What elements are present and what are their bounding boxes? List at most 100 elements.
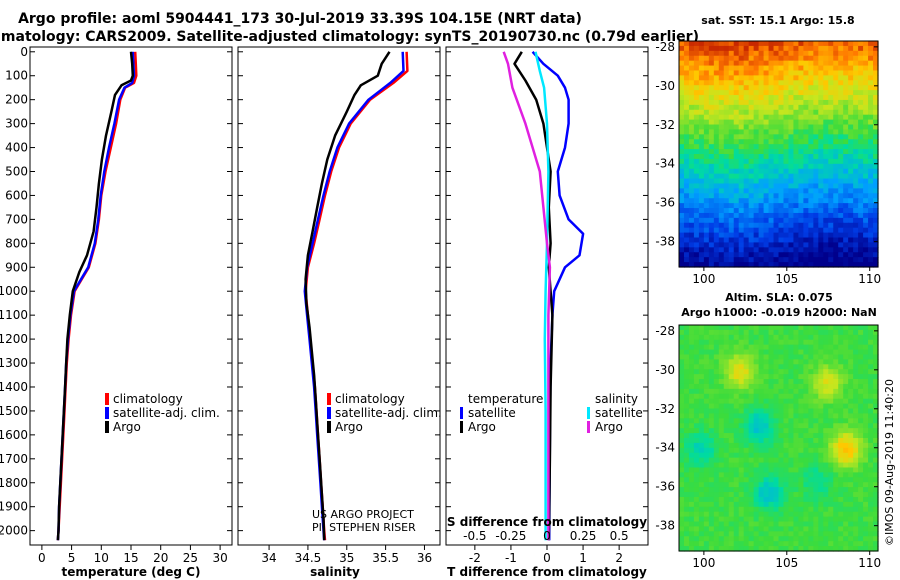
heatmap-cell: [723, 492, 730, 498]
heatmap-cell: [703, 55, 710, 62]
heatmap-cell: [679, 85, 685, 91]
heatmap-cell: [763, 482, 770, 488]
heatmap-cell: [693, 85, 700, 91]
heatmap-cell: [703, 198, 710, 204]
map-x-tick-label: 110: [858, 272, 881, 286]
heatmap-cell: [688, 393, 695, 400]
heatmap-cell: [848, 526, 854, 532]
heatmap-cell: [698, 325, 705, 331]
heatmap-cell: [808, 511, 814, 518]
heatmap-cell: [679, 442, 685, 449]
heatmap-cell: [738, 212, 745, 219]
heatmap-cell: [773, 388, 780, 395]
heatmap-cell: [713, 50, 720, 57]
heatmap-cell: [868, 364, 874, 370]
heatmap-cell: [873, 158, 879, 165]
heatmap-cell: [733, 134, 740, 140]
sst-map-axes: 100 105 110-28-30-32-34-36-38: [655, 40, 881, 286]
heatmap-cell: [773, 70, 780, 76]
heatmap-cell: [858, 428, 864, 434]
heatmap-cell: [698, 369, 705, 375]
heatmap-cell: [758, 477, 765, 483]
heatmap-cell: [803, 262, 809, 268]
heatmap-cell: [843, 252, 849, 258]
heatmap-cell: [723, 45, 730, 52]
heatmap-cell: [723, 442, 730, 449]
heatmap-cell: [798, 70, 804, 76]
heatmap-cell: [793, 334, 799, 341]
heatmap-cell: [768, 60, 775, 67]
heatmap-cell: [833, 398, 839, 405]
heatmap-cell: [743, 90, 750, 96]
heatmap-cell: [783, 344, 790, 351]
heatmap-cell: [828, 70, 834, 76]
heatmap-cell: [788, 374, 795, 380]
heatmap-cell: [828, 85, 834, 91]
heatmap-cell: [778, 252, 785, 258]
heatmap-cell: [708, 188, 715, 194]
heatmap-cell: [708, 109, 715, 116]
heatmap-cell: [788, 383, 795, 390]
heatmap-cell: [723, 423, 730, 429]
heatmap-cell: [718, 452, 725, 459]
heatmap-cell: [813, 379, 819, 385]
heatmap-cell: [763, 183, 770, 189]
heatmap-cell: [873, 462, 879, 469]
heatmap-cell: [828, 188, 834, 194]
heatmap-cell: [788, 232, 795, 239]
heatmap-cell: [863, 526, 869, 532]
heatmap-cell: [813, 99, 819, 106]
heatmap-cell: [733, 408, 740, 415]
heatmap-cell: [773, 492, 780, 498]
heatmap-cell: [753, 173, 760, 180]
heatmap-cell: [748, 423, 755, 429]
heatmap-cell: [733, 95, 740, 101]
heatmap-cell: [778, 203, 785, 209]
heatmap-cell: [713, 124, 720, 131]
heatmap-cell: [703, 477, 710, 483]
heatmap-cell: [798, 95, 804, 101]
heatmap-cell: [753, 168, 760, 175]
heatmap-cell: [758, 452, 765, 459]
heatmap-cell: [758, 359, 765, 365]
heatmap-cell: [858, 369, 864, 375]
heatmap-cell: [713, 222, 720, 229]
heatmap-cell: [698, 178, 705, 185]
heatmap-cell: [679, 90, 685, 96]
heatmap-cell: [793, 359, 799, 365]
heatmap-cell: [698, 242, 705, 248]
heatmap-cell: [798, 252, 804, 258]
heatmap-cell: [743, 442, 750, 449]
heatmap-cell: [728, 208, 735, 214]
heatmap-cell: [708, 398, 715, 405]
heatmap-cell: [813, 144, 819, 150]
heatmap-cell: [803, 541, 809, 547]
heatmap-cell: [853, 173, 859, 180]
heatmap-cell: [733, 374, 740, 380]
heatmap-cell: [768, 257, 775, 263]
heatmap-cell: [813, 457, 819, 464]
heatmap-cell: [868, 506, 874, 513]
heatmap-cell: [868, 467, 874, 473]
heatmap-cell: [853, 359, 859, 365]
heatmap-cell: [803, 168, 809, 175]
heatmap-cell: [693, 237, 700, 244]
heatmap-cell: [783, 374, 790, 380]
heatmap-cell: [713, 541, 720, 547]
heatmap-cell: [713, 158, 720, 165]
heatmap-cell: [713, 374, 720, 380]
heatmap-cell: [828, 45, 834, 52]
heatmap-cell: [753, 104, 760, 111]
heatmap-cell: [679, 482, 685, 488]
heatmap-cell: [693, 173, 700, 180]
heatmap-cell: [723, 60, 730, 67]
heatmap-cell: [748, 227, 755, 234]
heatmap-cell: [808, 398, 814, 405]
heatmap-cell: [723, 173, 730, 180]
heatmap-cell: [778, 516, 785, 523]
heatmap-cell: [863, 334, 869, 341]
heatmap-cell: [783, 114, 790, 121]
heatmap-cell: [763, 237, 770, 244]
heatmap-cell: [683, 178, 690, 185]
heatmap-cell: [868, 178, 874, 185]
